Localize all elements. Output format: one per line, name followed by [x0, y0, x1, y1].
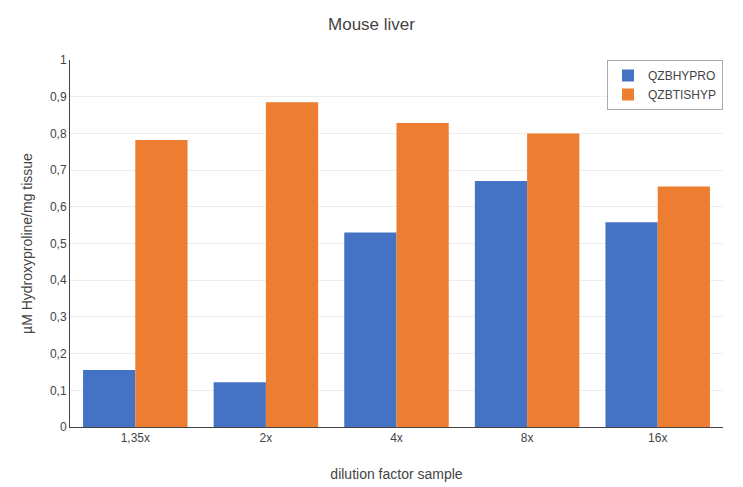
- svg-text:0,1: 0,1: [50, 384, 67, 398]
- svg-text:0,2: 0,2: [50, 347, 67, 361]
- svg-text:QZBTISHYP: QZBTISHYP: [648, 88, 716, 102]
- svg-text:0,7: 0,7: [50, 163, 67, 177]
- svg-text:0,8: 0,8: [50, 127, 67, 141]
- svg-text:2x: 2x: [260, 431, 273, 445]
- svg-text:4x: 4x: [390, 431, 403, 445]
- svg-text:QZBHYPRO: QZBHYPRO: [648, 69, 715, 83]
- svg-text:0,6: 0,6: [50, 200, 67, 214]
- svg-text:0,3: 0,3: [50, 310, 67, 324]
- svg-text:Mouse liver: Mouse liver: [328, 15, 415, 34]
- svg-text:8x: 8x: [521, 431, 534, 445]
- svg-text:1: 1: [60, 53, 67, 67]
- svg-text:0,9: 0,9: [50, 90, 67, 104]
- svg-text:0,5: 0,5: [50, 237, 67, 251]
- svg-text:1,35x: 1,35x: [121, 431, 150, 445]
- svg-text:16x: 16x: [648, 431, 667, 445]
- svg-text:0,4: 0,4: [50, 273, 67, 287]
- svg-text:0: 0: [60, 420, 67, 434]
- svg-text:dilution factor sample: dilution factor sample: [330, 466, 463, 482]
- svg-text:µM Hydroxyproline/mg tissue: µM Hydroxyproline/mg tissue: [19, 153, 35, 334]
